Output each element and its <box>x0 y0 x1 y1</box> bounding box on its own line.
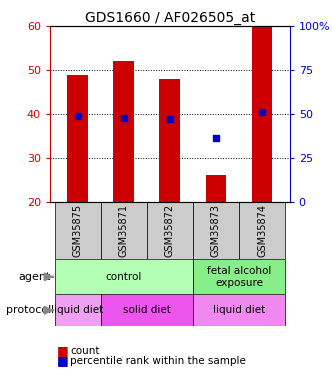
Text: agent: agent <box>19 272 51 282</box>
Text: control: control <box>106 272 142 282</box>
Bar <box>147 202 193 259</box>
Bar <box>67 75 88 202</box>
Point <box>75 113 80 119</box>
Text: GSM35872: GSM35872 <box>165 204 175 257</box>
Text: fetal alcohol
exposure: fetal alcohol exposure <box>207 266 271 288</box>
Bar <box>55 259 193 294</box>
Text: liquid diet: liquid diet <box>213 305 265 315</box>
Text: count: count <box>70 346 100 355</box>
Text: GSM35871: GSM35871 <box>119 204 129 257</box>
Point <box>121 114 127 120</box>
Text: GSM35874: GSM35874 <box>257 204 267 257</box>
Text: ■: ■ <box>57 354 68 367</box>
Bar <box>55 202 101 259</box>
Bar <box>239 202 285 259</box>
Bar <box>160 79 180 202</box>
Bar <box>193 202 239 259</box>
Bar <box>252 26 272 202</box>
Text: percentile rank within the sample: percentile rank within the sample <box>70 356 246 366</box>
Point <box>167 116 172 122</box>
Text: GSM35873: GSM35873 <box>211 204 221 257</box>
Text: solid diet: solid diet <box>123 305 171 315</box>
Bar <box>55 294 101 326</box>
Point <box>213 135 218 141</box>
Text: ■: ■ <box>57 344 68 357</box>
Bar <box>101 202 147 259</box>
Title: GDS1660 / AF026505_at: GDS1660 / AF026505_at <box>85 11 255 25</box>
Bar <box>193 294 285 326</box>
Text: protocol: protocol <box>6 305 51 315</box>
Text: GSM35875: GSM35875 <box>73 204 83 257</box>
Bar <box>193 259 285 294</box>
Text: liquid diet: liquid diet <box>52 305 104 315</box>
Bar <box>101 294 193 326</box>
Bar <box>205 176 226 202</box>
Bar <box>113 62 134 202</box>
Point <box>259 109 265 115</box>
